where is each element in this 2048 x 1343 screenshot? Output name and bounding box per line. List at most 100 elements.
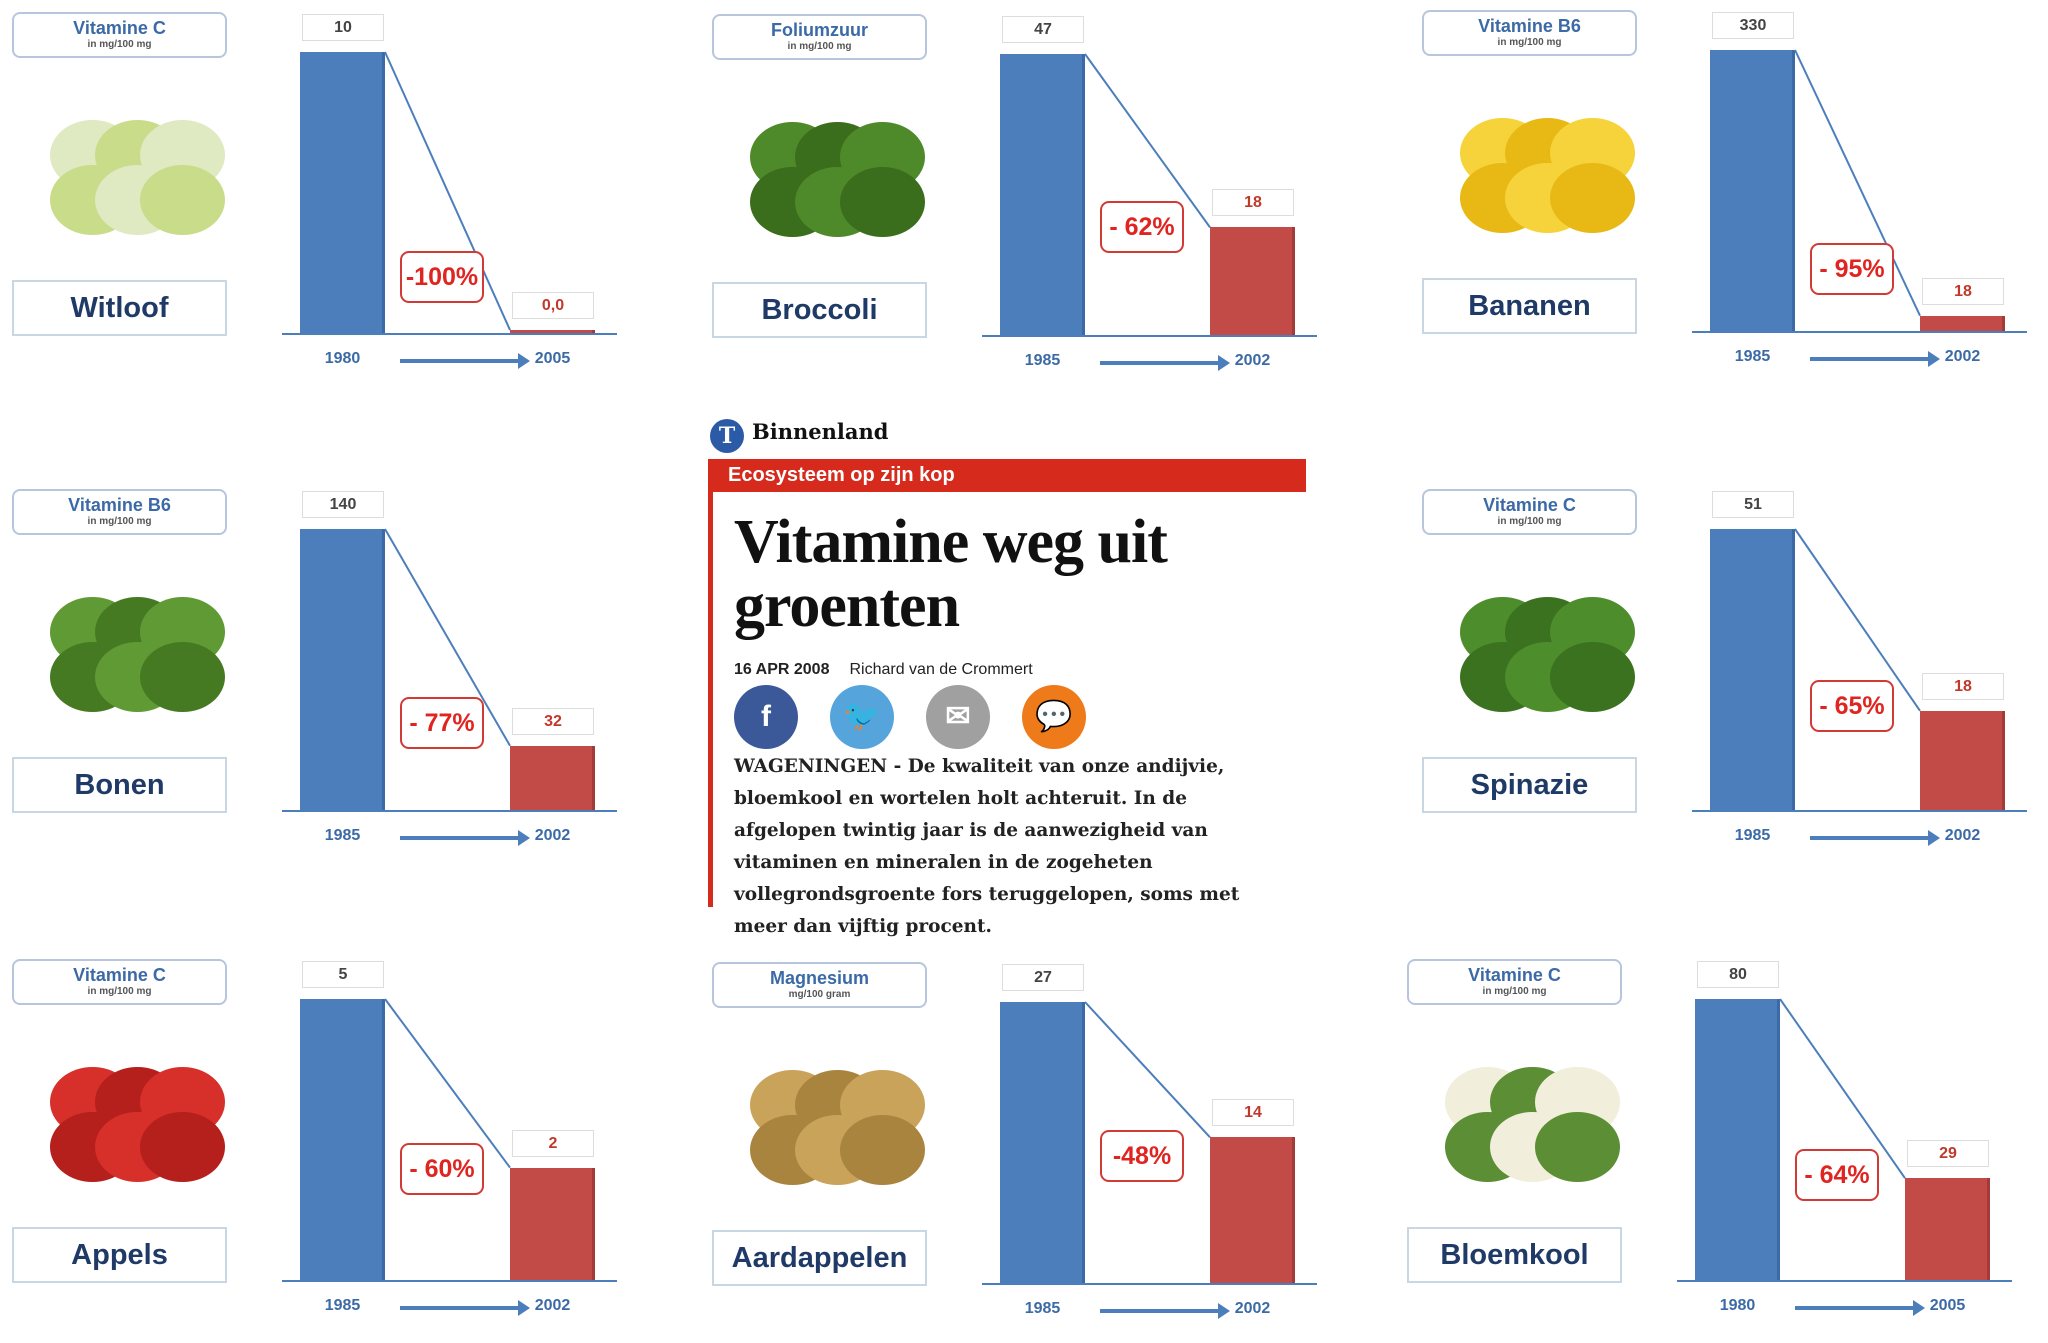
nutrient-name: Vitamine C <box>73 18 166 38</box>
food-name: Bonen <box>12 757 227 813</box>
year-label-end: 2005 <box>1929 1297 1966 1314</box>
bar-1985 <box>1710 529 1795 810</box>
twitter-icon: 🐦 <box>843 700 881 733</box>
bar-1985 <box>1000 54 1085 335</box>
section-label[interactable]: Binnenland <box>752 419 889 444</box>
article-author: Richard van de Crommert <box>849 661 1033 678</box>
value-label-1985: 47 <box>1002 16 1084 43</box>
x-axis <box>982 335 1317 337</box>
trend-line-segment <box>1084 1001 1211 1138</box>
value-label-1985: 330 <box>1712 12 1794 39</box>
food-name: Spinazie <box>1422 757 1637 813</box>
change-badge: - 62% <box>1100 200 1184 253</box>
nutrient-name: Foliumzuur <box>771 20 868 40</box>
x-axis <box>1677 1280 2012 1282</box>
value-label-1985: 51 <box>1712 491 1794 518</box>
nutrient-name: Vitamine B6 <box>1478 16 1581 36</box>
value-label-2005: 0,0 <box>512 292 594 319</box>
bar-1985 <box>300 999 385 1280</box>
food-name: Bloemkool <box>1407 1227 1622 1283</box>
arrow-right-icon <box>1810 351 1940 367</box>
nutrient-label: Magnesium mg/100 gram <box>712 962 927 1008</box>
nutrient-label: Vitamine B6 in mg/100 mg <box>1422 10 1637 56</box>
bar-2002 <box>510 745 595 810</box>
bar-2002 <box>510 1167 595 1280</box>
value-label-2002: 32 <box>512 707 594 735</box>
x-axis <box>1692 810 2027 812</box>
nutrient-unit: in mg/100 mg <box>1497 37 1562 48</box>
nutrient-unit: in mg/100 mg <box>787 41 852 52</box>
nutrient-name: Vitamine B6 <box>68 495 171 515</box>
article-meta: 16 APR 2008 Richard van de Crommert <box>734 661 1033 679</box>
change-badge: - 65% <box>1810 679 1894 732</box>
headline: Vitamine weg uit groenten <box>734 508 1168 640</box>
nutrient-unit: in mg/100 mg <box>1482 986 1547 997</box>
change-badge: - 77% <box>400 697 484 750</box>
value-label-2002: 14 <box>1212 1099 1294 1127</box>
food-name: Bananen <box>1422 278 1637 334</box>
year-label-start: 1985 <box>1734 348 1771 365</box>
telegraaf-logo-icon: T <box>710 419 744 453</box>
share-facebook-button[interactable]: f <box>734 685 798 749</box>
value-label-1985: 140 <box>302 491 384 518</box>
chart-panel-bonen: Vitamine B6 in mg/100 mg Bonen 140 32 - 77% 19… <box>0 477 617 857</box>
trend-line-segment <box>384 998 511 1169</box>
food-image <box>730 92 925 252</box>
x-axis <box>282 333 617 335</box>
share-comment-button[interactable]: 💬 <box>1022 685 1086 749</box>
food-image <box>1425 1037 1620 1197</box>
bar-1985 <box>300 529 385 810</box>
food-shape <box>840 167 925 237</box>
year-label-start: 1980 <box>1719 1297 1756 1314</box>
food-name: Aardappelen <box>712 1230 927 1286</box>
x-axis <box>282 1280 617 1282</box>
food-name: Witloof <box>12 280 227 336</box>
value-label-1985: 27 <box>1002 964 1084 991</box>
change-badge: -48% <box>1100 1129 1184 1182</box>
year-label-start: 1985 <box>1024 1300 1061 1317</box>
nutrient-unit: in mg/100 mg <box>87 516 152 527</box>
food-image <box>730 1040 925 1200</box>
value-label-2005: 29 <box>1907 1140 1989 1168</box>
share-twitter-button[interactable]: 🐦 <box>830 685 894 749</box>
share-email-button[interactable]: ✉ <box>926 685 990 749</box>
bar-1985 <box>1000 1002 1085 1283</box>
year-label-start: 1985 <box>1734 827 1771 844</box>
arrow-right-icon <box>400 1300 530 1316</box>
article-body: WAGENINGEN - De kwaliteit van onze andij… <box>734 756 1240 937</box>
food-name: Broccoli <box>712 282 927 338</box>
facebook-icon: f <box>761 700 771 733</box>
nutrient-label: Vitamine B6 in mg/100 mg <box>12 489 227 535</box>
news-article: T Binnenland Ecosysteem op zijn kop Vita… <box>706 415 1306 937</box>
food-image <box>30 1037 225 1197</box>
nutrient-unit: in mg/100 mg <box>87 986 152 997</box>
nutrient-name: Vitamine C <box>1468 965 1561 985</box>
value-label-1985: 5 <box>302 961 384 988</box>
food-shape <box>840 1115 925 1185</box>
year-label-end: 2005 <box>534 350 571 367</box>
chart-panel-broccoli: Foliumzuur in mg/100 mg Broccoli 47 18 - 62% 1… <box>700 2 1317 382</box>
arrow-right-icon <box>1100 355 1230 371</box>
value-label-1980: 10 <box>302 14 384 41</box>
food-name: Appels <box>12 1227 227 1283</box>
value-label-1980: 80 <box>1697 961 1779 988</box>
food-shape <box>1535 1112 1620 1182</box>
food-image <box>30 567 225 727</box>
bar-2002 <box>1210 1137 1295 1283</box>
food-image <box>1440 567 1635 727</box>
bar-2002 <box>1920 315 2005 331</box>
bar-2005 <box>510 330 595 333</box>
nutrient-unit: in mg/100 mg <box>87 39 152 50</box>
share-buttons: f 🐦 ✉ 💬 <box>734 685 1086 749</box>
article-date: 16 APR 2008 <box>734 661 830 678</box>
chart-panel-bananen: Vitamine B6 in mg/100 mg Bananen 330 18 - 95%… <box>1410 0 2027 378</box>
bar-2002 <box>1920 710 2005 810</box>
value-label-2002: 2 <box>512 1129 594 1157</box>
nutrient-name: Vitamine C <box>73 965 166 985</box>
email-icon: ✉ <box>945 700 971 733</box>
